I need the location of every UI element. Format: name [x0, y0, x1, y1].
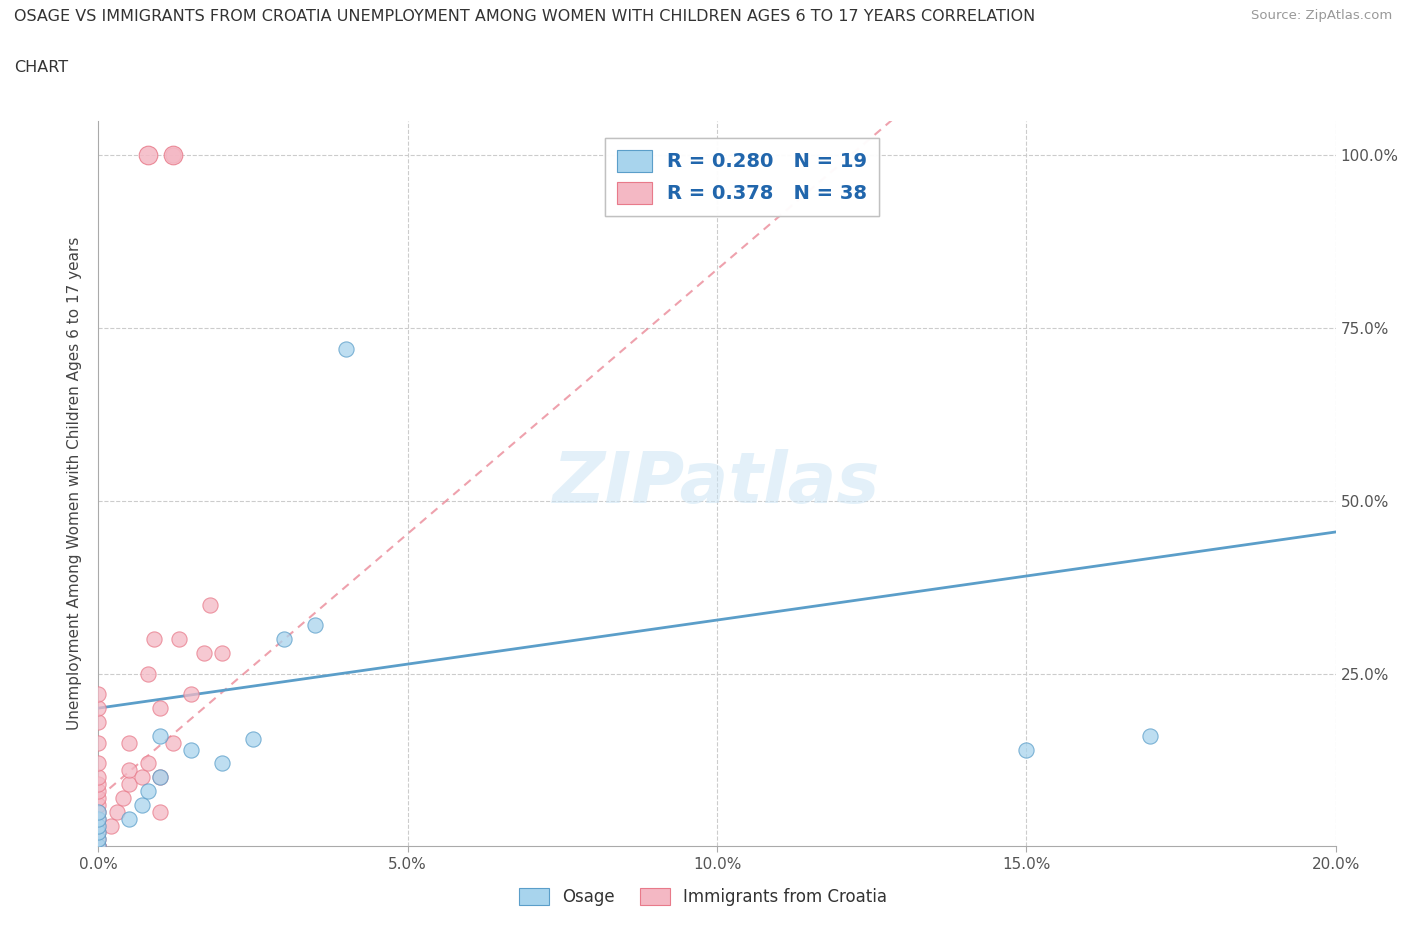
Y-axis label: Unemployment Among Women with Children Ages 6 to 17 years: Unemployment Among Women with Children A…	[67, 237, 83, 730]
Point	[149, 700, 172, 715]
Point	[87, 839, 110, 854]
Text: ZIPatlas: ZIPatlas	[554, 449, 880, 518]
Point	[1015, 742, 1038, 757]
Point	[112, 790, 135, 805]
Point	[304, 618, 326, 632]
Point	[87, 770, 110, 785]
Point	[136, 784, 159, 799]
Point	[149, 770, 172, 785]
Point	[273, 631, 295, 646]
Text: CHART: CHART	[14, 60, 67, 75]
Point	[105, 804, 128, 819]
Point	[335, 341, 357, 356]
Point	[87, 784, 110, 799]
Point	[87, 839, 110, 854]
Point	[149, 770, 172, 785]
Point	[136, 148, 159, 163]
Point	[180, 742, 202, 757]
Point	[162, 736, 184, 751]
Point	[87, 839, 110, 854]
Point	[162, 148, 184, 163]
Point	[87, 818, 110, 833]
Point	[211, 645, 233, 660]
Point	[198, 597, 221, 612]
Point	[131, 797, 153, 812]
Point	[211, 756, 233, 771]
Text: Source: ZipAtlas.com: Source: ZipAtlas.com	[1251, 9, 1392, 22]
Point	[87, 804, 110, 819]
Point	[1139, 728, 1161, 743]
Point	[87, 714, 110, 729]
Legend: Osage, Immigrants from Croatia: Osage, Immigrants from Croatia	[512, 881, 894, 912]
Point	[87, 811, 110, 826]
Text: OSAGE VS IMMIGRANTS FROM CROATIA UNEMPLOYMENT AMONG WOMEN WITH CHILDREN AGES 6 T: OSAGE VS IMMIGRANTS FROM CROATIA UNEMPLO…	[14, 9, 1035, 24]
Point	[118, 763, 141, 777]
Point	[87, 825, 110, 840]
Legend: R = 0.280   N = 19, R = 0.378   N = 38: R = 0.280 N = 19, R = 0.378 N = 38	[605, 138, 879, 216]
Point	[87, 777, 110, 791]
Point	[149, 804, 172, 819]
Point	[87, 790, 110, 805]
Point	[136, 756, 159, 771]
Point	[87, 797, 110, 812]
Point	[87, 700, 110, 715]
Point	[87, 825, 110, 840]
Point	[87, 839, 110, 854]
Point	[87, 811, 110, 826]
Point	[118, 736, 141, 751]
Point	[180, 687, 202, 702]
Point	[87, 804, 110, 819]
Point	[131, 770, 153, 785]
Point	[167, 631, 190, 646]
Point	[136, 666, 159, 681]
Point	[242, 732, 264, 747]
Point	[100, 818, 122, 833]
Point	[87, 687, 110, 702]
Point	[87, 832, 110, 847]
Point	[118, 811, 141, 826]
Point	[162, 148, 184, 163]
Point	[143, 631, 166, 646]
Point	[87, 818, 110, 833]
Point	[149, 728, 172, 743]
Point	[118, 777, 141, 791]
Point	[87, 832, 110, 847]
Point	[87, 736, 110, 751]
Point	[87, 756, 110, 771]
Point	[193, 645, 215, 660]
